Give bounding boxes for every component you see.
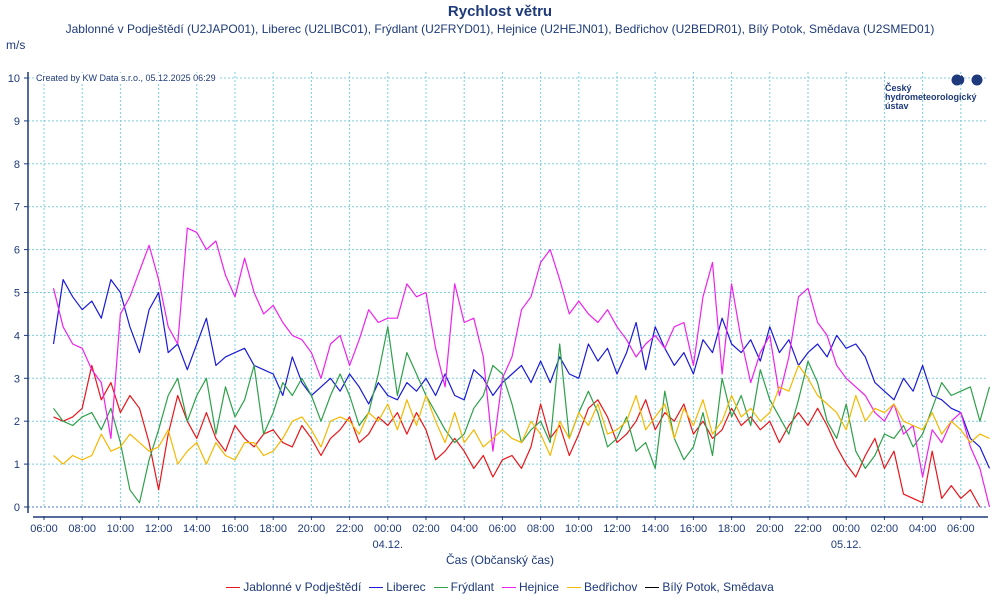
y-tick-label: 3 xyxy=(14,373,20,385)
x-tick-label: 02:00 xyxy=(412,523,440,535)
legend-label: Frýdlant xyxy=(450,580,494,594)
x-axis-title: Čas (Občanský čas) xyxy=(445,553,555,567)
legend-label: Bedřichov xyxy=(584,580,638,594)
x-date-label: 04.12. xyxy=(373,539,404,551)
legend-item[interactable]: Frýdlant xyxy=(433,580,494,594)
x-tick-label: 14:00 xyxy=(183,523,211,535)
series-line xyxy=(53,364,981,508)
y-tick-label: 10 xyxy=(8,73,20,85)
y-tick-label: 7 xyxy=(14,202,20,214)
x-tick-label: 10:00 xyxy=(565,523,593,535)
x-tick-label: 02:00 xyxy=(871,523,899,535)
x-tick-label: 22:00 xyxy=(336,523,364,535)
legend-swatch-icon xyxy=(433,587,448,589)
grid xyxy=(28,72,988,508)
x-tick-label: 16:00 xyxy=(221,523,249,535)
chart-title: Rychlost větru xyxy=(447,3,553,20)
legend-swatch-icon xyxy=(369,587,384,589)
legend-swatch-icon xyxy=(502,587,516,589)
legend-item[interactable]: Bedřichov xyxy=(567,580,637,594)
credit-text: Created by KW Data s.r.o., 05.12.2025 06… xyxy=(34,73,218,83)
y-tick-label: 4 xyxy=(14,330,20,342)
y-tick-label: 0 xyxy=(14,502,20,514)
x-tick-label: 10:00 xyxy=(107,523,135,535)
x-date-label: 05.12. xyxy=(831,539,862,551)
series-4 xyxy=(53,364,990,465)
x-tick-label: 14:00 xyxy=(641,523,669,535)
legend-item[interactable]: Liberec xyxy=(369,580,426,594)
series-3 xyxy=(52,227,991,508)
series-line xyxy=(52,227,991,508)
x-tick-label: 00:00 xyxy=(832,523,860,535)
y-tick-label: 6 xyxy=(14,245,20,257)
x-tick-label: 08:00 xyxy=(527,523,555,535)
legend-label: Jablonné v Podještědí xyxy=(243,580,362,594)
y-tick-label: 8 xyxy=(14,159,20,171)
logo-line-2: hydrometeorologický xyxy=(885,92,977,102)
y-tick-label: 2 xyxy=(14,416,20,428)
series-group xyxy=(52,227,991,508)
x-tick-label: 06:00 xyxy=(489,523,517,535)
legend-label: Bílý Potok, Smědava xyxy=(662,580,774,594)
legend-label: Liberec xyxy=(386,580,426,594)
x-tick-label: 12:00 xyxy=(603,523,631,535)
y-axis-unit: m/s xyxy=(6,38,26,52)
legend-item[interactable]: Bílý Potok, Smědava xyxy=(645,580,774,594)
series-0 xyxy=(53,364,981,508)
x-tick-label: 06:00 xyxy=(30,523,58,535)
logo-dots-icon xyxy=(951,74,983,86)
y-tick-label: 5 xyxy=(14,288,20,300)
y-tick-label: 9 xyxy=(14,116,20,128)
legend-swatch-icon xyxy=(567,587,582,589)
legend-swatch-icon xyxy=(226,587,241,589)
x-tick-label: 18:00 xyxy=(718,523,746,535)
logo-line-3: ústav xyxy=(885,101,909,111)
x-tick-label: 18:00 xyxy=(259,523,287,535)
series-1 xyxy=(52,279,991,469)
legend-item[interactable]: Jablonné v Podještědí xyxy=(226,580,361,594)
x-tick-label: 20:00 xyxy=(756,523,784,535)
x-tick-label: 22:00 xyxy=(794,523,822,535)
legend: Jablonné v Podještědí Liberec Frýdlant Hejn… xyxy=(0,580,1000,594)
x-tick-label: 08:00 xyxy=(68,523,96,535)
series-line xyxy=(52,279,991,469)
legend-label: Hejnice xyxy=(519,580,560,594)
x-tick-label: 00:00 xyxy=(374,523,402,535)
x-tick-label: 20:00 xyxy=(298,523,326,535)
x-tick-label: 04:00 xyxy=(450,523,478,535)
x-tick-label: 06:00 xyxy=(947,523,975,535)
y-tick-label: 1 xyxy=(14,459,20,471)
x-tick-label: 04:00 xyxy=(909,523,937,535)
logo-line-1: Český xyxy=(885,83,912,93)
x-tick-label: 16:00 xyxy=(680,523,708,535)
x-tick-label: 12:00 xyxy=(145,523,173,535)
axes: 0 1 2 3 4 5 6 7 8 9 10 06:00 08:00 10:00 12:00 14:00 16:… xyxy=(8,72,988,551)
legend-item[interactable]: Hejnice xyxy=(502,580,559,594)
chart-subtitle: Jablonné v Podještědí (U2JAPO01), Libere… xyxy=(65,22,935,36)
legend-swatch-icon xyxy=(645,587,660,589)
